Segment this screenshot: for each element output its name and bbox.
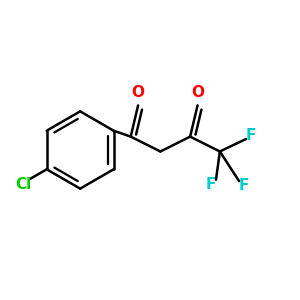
Text: O: O [132, 85, 145, 100]
Text: O: O [191, 85, 204, 100]
Text: Cl: Cl [15, 177, 32, 192]
Text: F: F [238, 178, 249, 193]
Text: F: F [246, 128, 256, 142]
Text: F: F [206, 177, 216, 192]
